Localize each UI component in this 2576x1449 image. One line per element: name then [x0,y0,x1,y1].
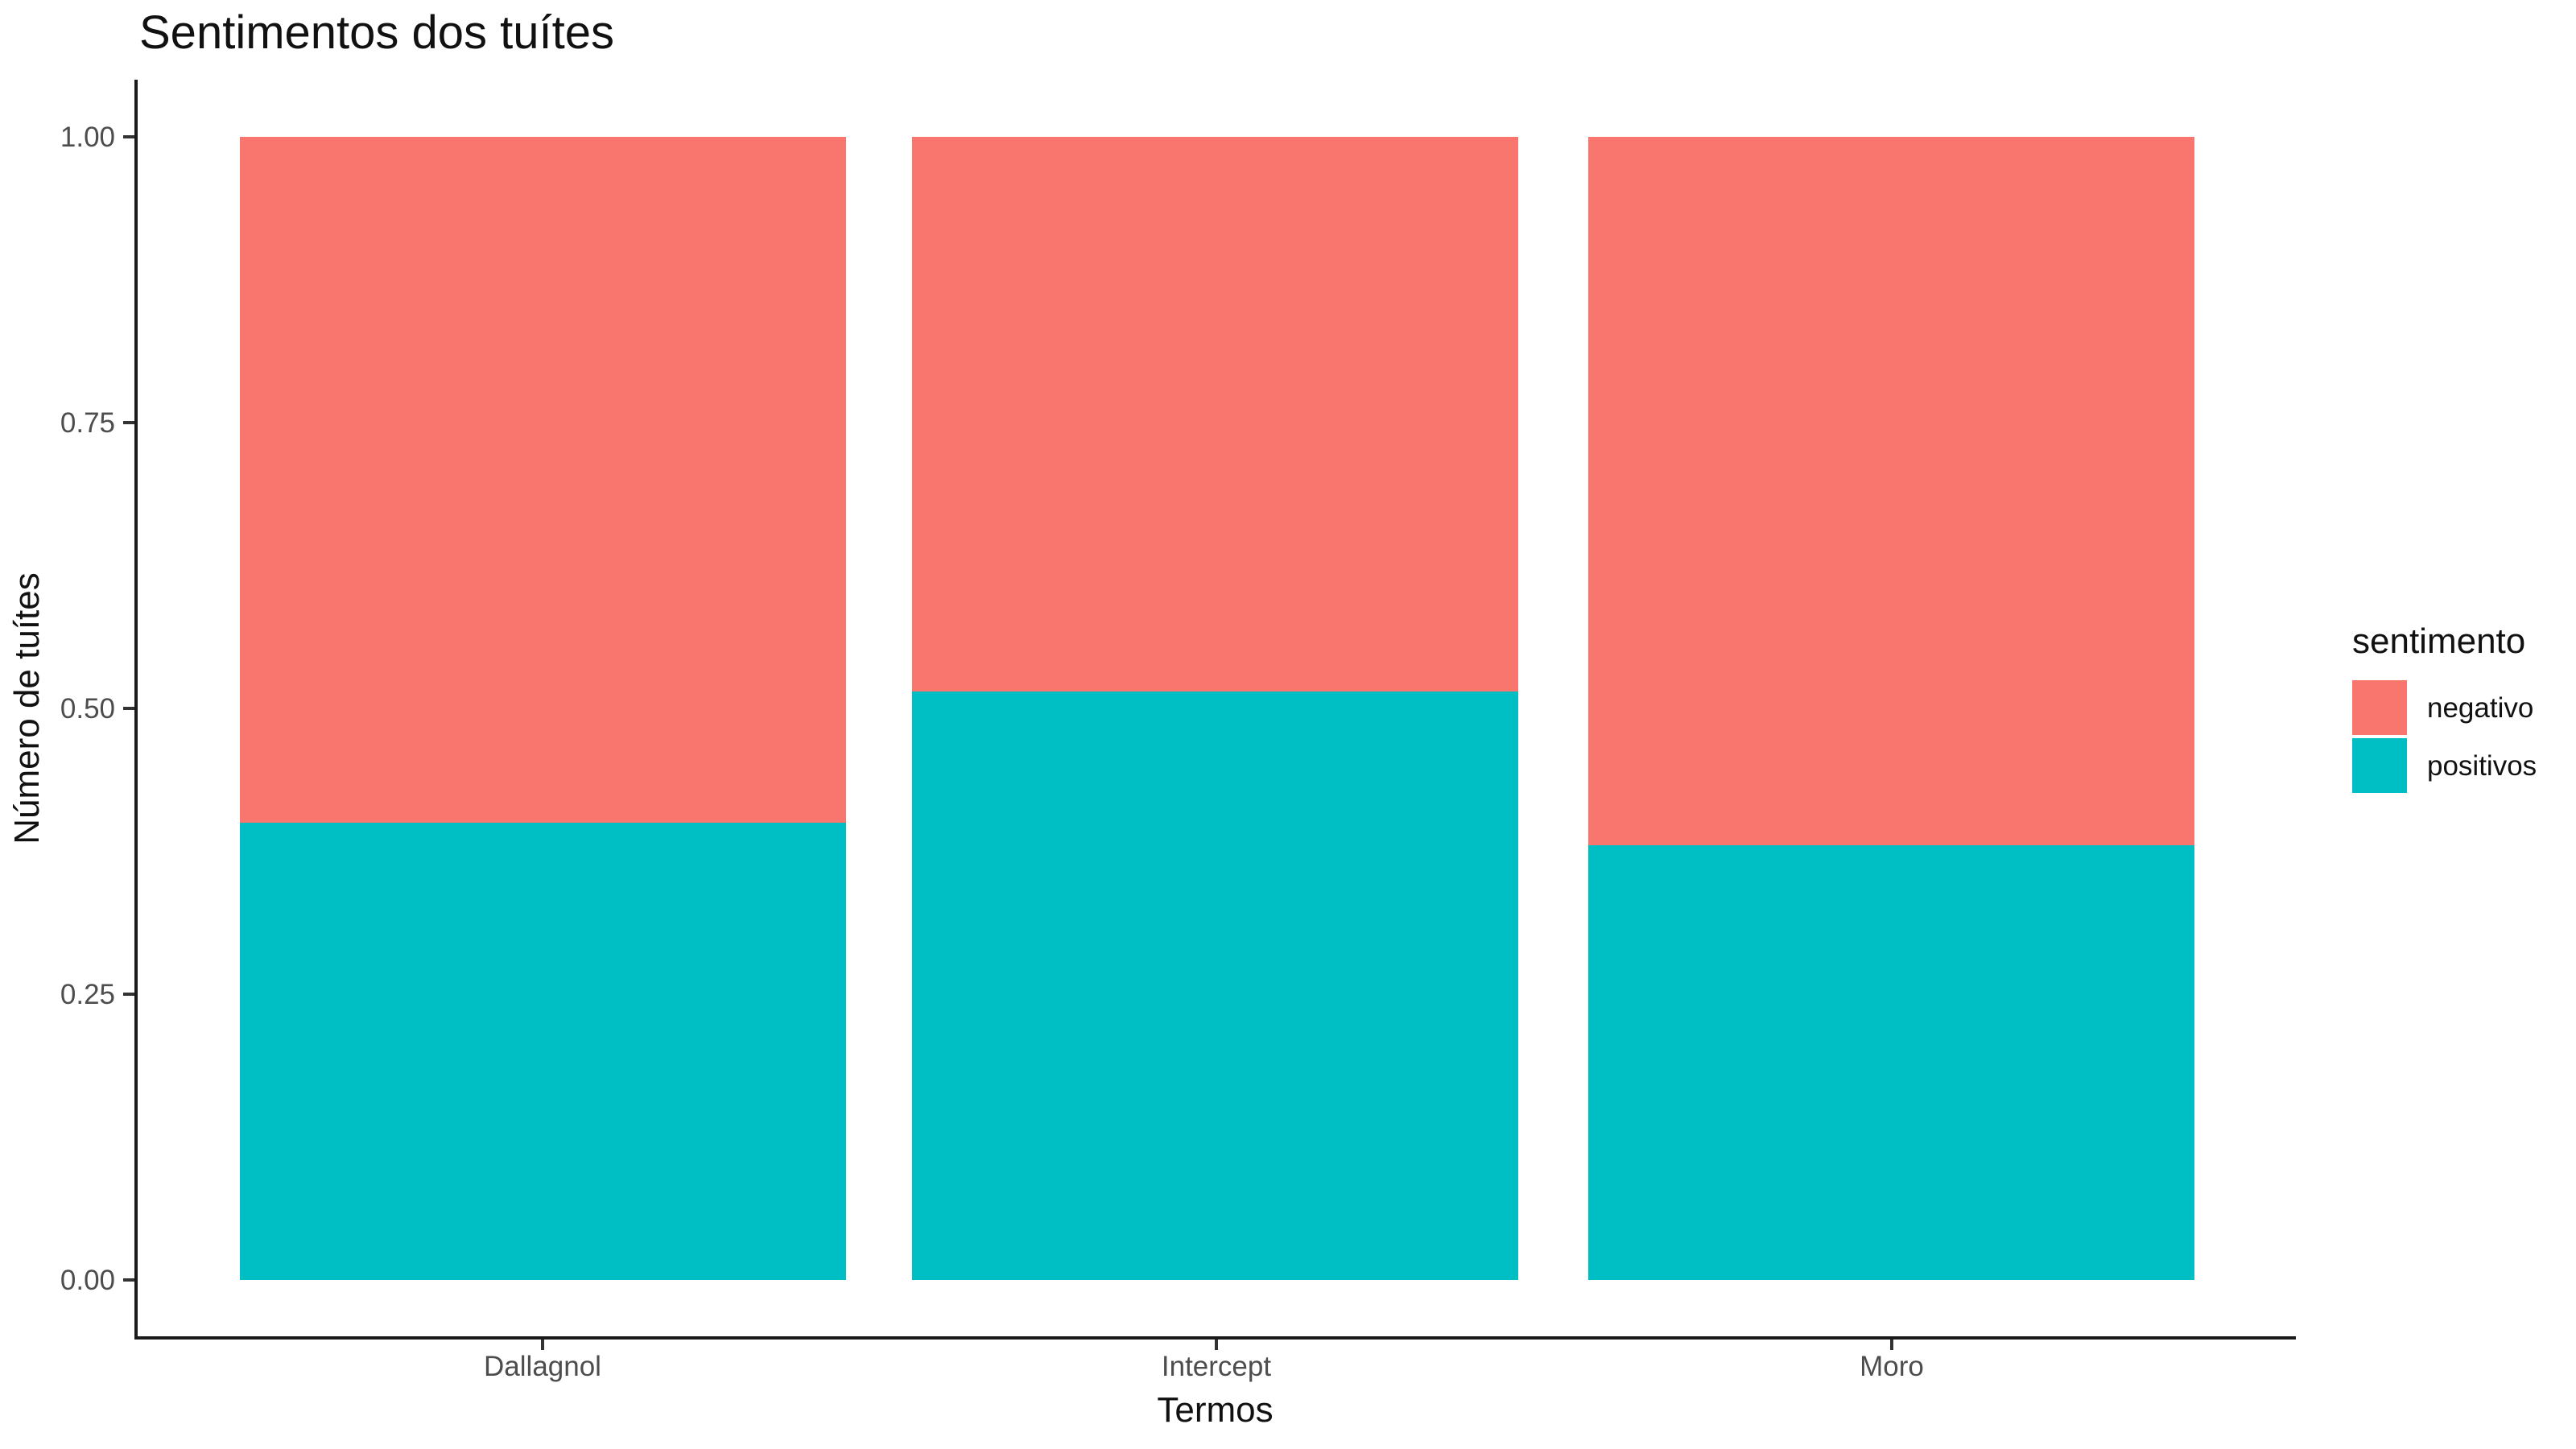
y-tick-label: 1.00 [60,122,115,153]
y-tick-0.00 [123,1278,134,1282]
legend-swatch-negativo [2352,680,2407,735]
legend-label-negativo: negativo [2427,691,2534,724]
plot-title: Sentimentos dos tuítes [139,6,614,59]
y-tick-label: 0.00 [60,1265,115,1296]
y-tick-label: 0.25 [60,979,115,1010]
x-tick-label-dallagnol: Dallagnol [484,1351,601,1382]
legend-label-positivos: positivos [2427,749,2537,782]
y-tick-label: 0.50 [60,693,115,724]
x-tick-dallagnol [541,1340,544,1350]
legend-title: sentimento [2352,621,2526,661]
bar-segment-negativo-moro [1588,137,2194,845]
x-tick-intercept [1215,1340,1218,1350]
bar-segment-positivos-intercept [912,691,1518,1280]
bar-segment-positivos-dallagnol [240,823,846,1280]
y-tick-0.75 [123,421,134,424]
x-tick-moro [1890,1340,1893,1350]
legend-entry-negativo: negativo [2352,680,2537,735]
bar-segment-negativo-dallagnol [240,137,846,823]
y-tick-0.50 [123,707,134,710]
x-tick-label-moro: Moro [1860,1351,1924,1382]
legend: sentimento negativo positivos [2352,624,2537,796]
y-tick-0.25 [123,993,134,996]
x-axis-title: Termos [1157,1390,1274,1430]
x-axis-line [134,1336,2296,1340]
bar-segment-positivos-moro [1588,845,2194,1280]
y-tick-label: 0.75 [60,407,115,439]
x-tick-label-intercept: Intercept [1161,1351,1272,1382]
y-tick-1.00 [123,135,134,138]
bar-segment-negativo-intercept [912,137,1518,691]
y-axis-line [134,80,138,1340]
legend-swatch-positivos [2352,738,2407,793]
legend-entry-positivos: positivos [2352,738,2537,793]
